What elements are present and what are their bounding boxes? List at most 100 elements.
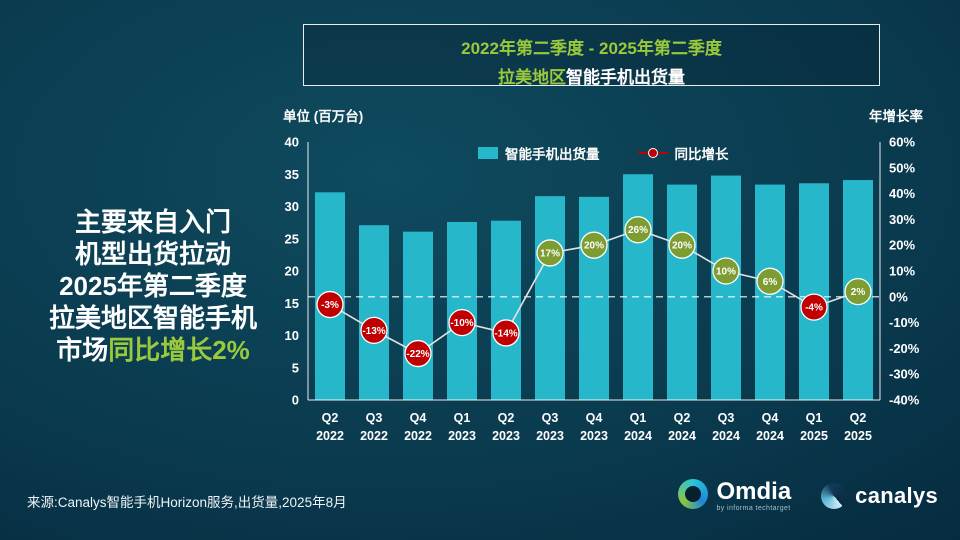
- left-axis-tick: 15: [285, 296, 299, 311]
- x-tick-quarter: Q2: [498, 411, 515, 425]
- x-tick-quarter: Q4: [762, 411, 779, 425]
- x-tick-year: 2025: [800, 429, 828, 443]
- left-axis-title: 单位 (百万台): [283, 109, 364, 124]
- growth-label: -10%: [450, 318, 473, 329]
- x-tick-year: 2024: [668, 429, 696, 443]
- source-note: 来源:Canalys智能手机Horizon服务,出货量,2025年8月: [27, 495, 347, 510]
- brand-logos: Omdia by informa techtarget canalys: [678, 479, 938, 512]
- right-axis-tick: 60%: [889, 135, 915, 150]
- x-tick-year: 2024: [756, 429, 784, 443]
- left-axis-tick: 40: [285, 135, 299, 150]
- bar: [535, 196, 565, 400]
- right-axis-tick: 20%: [889, 238, 915, 253]
- right-axis-tick: -10%: [889, 315, 920, 330]
- growth-label: 2%: [851, 287, 866, 298]
- canalys-icon: [821, 482, 848, 509]
- growth-marker: [492, 319, 520, 347]
- x-tick-year: 2023: [536, 429, 564, 443]
- x-tick-year: 2025: [844, 429, 872, 443]
- omdia-tagline: by informa techtarget: [716, 505, 791, 512]
- growth-label: -14%: [494, 328, 517, 339]
- headline-last-white: 市场: [56, 335, 109, 365]
- growth-label: -4%: [805, 303, 823, 314]
- left-axis-tick: 5: [292, 360, 299, 375]
- growth-label: 26%: [628, 225, 648, 236]
- line-legend-dot: [647, 148, 658, 158]
- legend: 智能手机出货量 同比增长: [478, 143, 729, 163]
- right-axis-tick: 50%: [889, 160, 915, 175]
- headline-line: 拉美地区智能手机: [48, 303, 257, 333]
- x-tick-year: 2022: [360, 429, 388, 443]
- bar: [623, 174, 653, 400]
- left-axis-tick: 10: [285, 328, 299, 343]
- growth-label: 10%: [716, 267, 736, 278]
- growth-label: -3%: [321, 300, 339, 311]
- growth-marker: [448, 308, 476, 337]
- right-axis-tick: -20%: [889, 341, 920, 356]
- x-tick-year: 2023: [580, 429, 608, 443]
- right-axis-tick: 30%: [889, 212, 915, 227]
- growth-label: -13%: [362, 326, 385, 337]
- x-tick-quarter: Q2: [322, 411, 339, 425]
- left-axis-tick: 0: [292, 393, 299, 408]
- bar: [359, 225, 389, 400]
- x-tick-quarter: Q1: [454, 411, 471, 425]
- chart-title-box: 2022年第二季度 - 2025年第二季度 拉美地区智能手机出货量: [303, 24, 880, 88]
- bar: [403, 231, 433, 400]
- growth-marker: [624, 216, 652, 244]
- growth-label: 20%: [672, 241, 692, 252]
- x-tick-quarter: Q4: [586, 411, 603, 425]
- line-legend-label: 同比增长: [674, 147, 729, 162]
- bar: [799, 183, 829, 400]
- left-axis-tick: 35: [285, 167, 299, 182]
- growth-marker: [668, 231, 696, 259]
- headline-line: 市场同比增长2%: [14, 334, 292, 366]
- bar: [667, 184, 697, 400]
- title-period: 2022年第二季度 - 2025年第二季度: [461, 39, 722, 58]
- growth-marker: [756, 267, 784, 295]
- growth-marker: [404, 339, 432, 368]
- growth-label: 20%: [584, 241, 604, 252]
- right-axis-tick: 40%: [889, 186, 915, 201]
- growth-label: 17%: [540, 248, 560, 259]
- right-axis-tick: 0%: [889, 289, 908, 304]
- omdia-icon: [678, 479, 709, 509]
- growth-marker: [844, 277, 872, 306]
- x-tick-year: 2023: [492, 429, 520, 443]
- headline-line: 主要来自入门: [74, 207, 231, 237]
- right-axis-tick: 10%: [889, 264, 915, 279]
- growth-marker: [580, 231, 608, 259]
- title-region: 拉美地区: [498, 68, 566, 87]
- x-tick-quarter: Q1: [806, 411, 823, 425]
- left-axis-tick: 20: [285, 264, 299, 279]
- x-tick-quarter: Q3: [366, 411, 383, 425]
- headline: 主要来自入门 机型出货拉动 2025年第二季度 拉美地区智能手机 市场同比增长2…: [14, 206, 292, 366]
- bar-legend-swatch: [478, 147, 498, 159]
- x-tick-quarter: Q2: [674, 411, 691, 425]
- headline-line: 机型出货拉动: [74, 239, 231, 269]
- legend-item-bars: 智能手机出货量: [478, 143, 600, 163]
- bar-legend-label: 智能手机出货量: [505, 147, 600, 162]
- line-legend-sample: [637, 148, 668, 158]
- growth-label: 6%: [763, 277, 778, 288]
- x-tick-year: 2024: [624, 429, 652, 443]
- title-subject: 拉美地区智能手机出货量: [304, 63, 879, 88]
- combo-chart: 0510152025303540-40%-30%-20%-10%0%10%20%…: [285, 135, 920, 444]
- growth-marker: [800, 293, 828, 321]
- omdia-wordmark: Omdia: [716, 478, 792, 505]
- x-tick-quarter: Q1: [630, 411, 647, 425]
- title-subject-text: 智能手机出货量: [566, 68, 685, 87]
- right-axis-tick: -40%: [889, 393, 920, 408]
- x-tick-quarter: Q2: [850, 411, 867, 425]
- growth-marker: [360, 316, 388, 344]
- canalys-wordmark: canalys: [855, 482, 938, 508]
- x-tick-year: 2023: [448, 429, 476, 443]
- x-tick-quarter: Q3: [718, 411, 735, 425]
- x-tick-year: 2022: [316, 429, 344, 443]
- bar: [491, 220, 521, 400]
- headline-line: 2025年第二季度: [59, 271, 247, 301]
- headline-last-green: 同比增长2%: [108, 335, 250, 365]
- canalys-logo: canalys: [821, 482, 938, 509]
- bar: [711, 175, 741, 400]
